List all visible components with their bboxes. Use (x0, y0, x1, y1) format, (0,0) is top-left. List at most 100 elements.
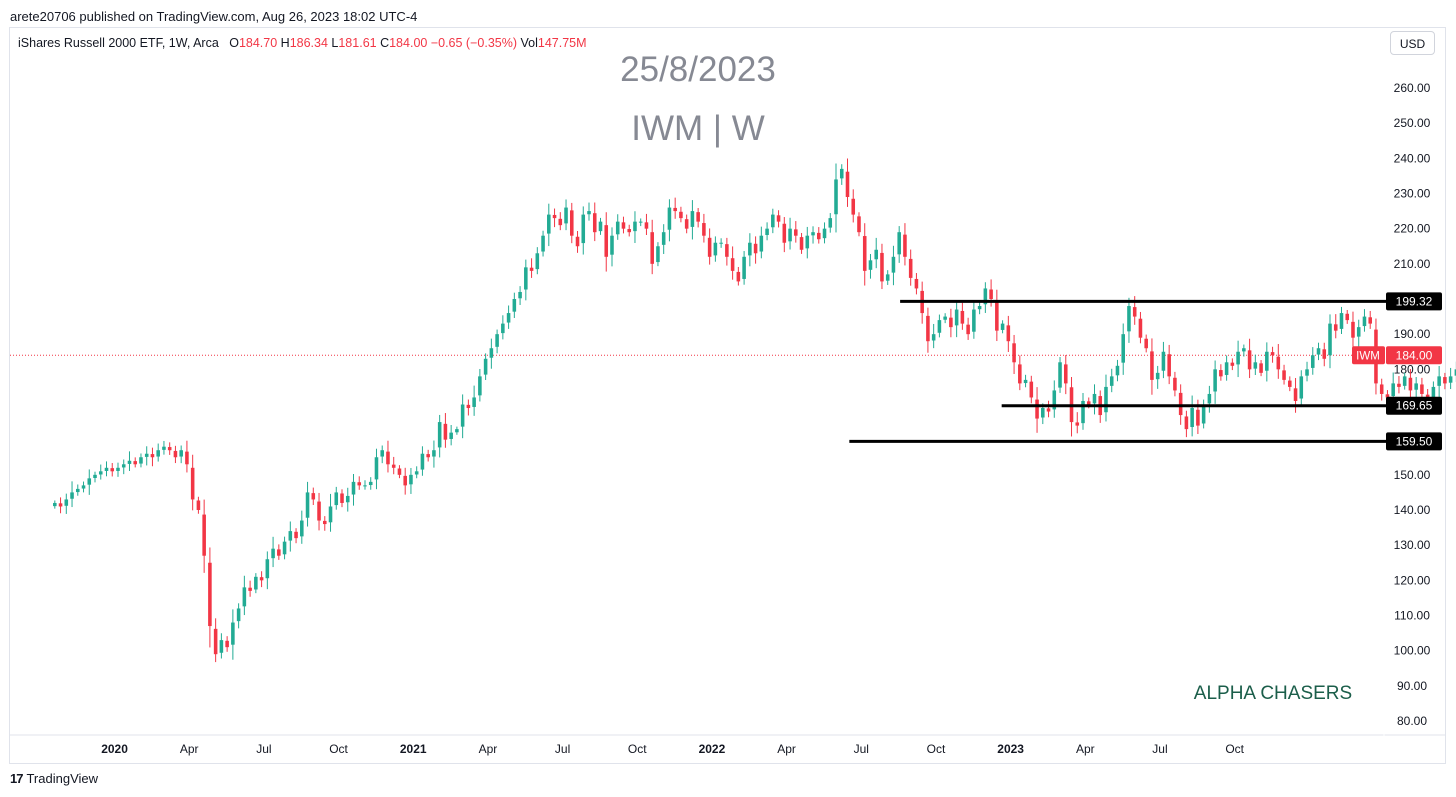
candle (644, 213, 649, 235)
tradingview-logo[interactable]: 17 TradingView (10, 771, 98, 786)
candle-body (116, 467, 120, 471)
candle-body (575, 236, 580, 247)
candle-body (707, 237, 712, 257)
candle (679, 206, 683, 223)
candle-body (638, 221, 643, 223)
candle (1322, 342, 1327, 367)
candle-body (736, 271, 741, 282)
candle (1023, 374, 1028, 388)
candle (277, 544, 281, 560)
candle (254, 573, 258, 594)
horizontal-lines-layer[interactable]: 199.32 169.65 159.50 (849, 292, 1442, 451)
candle-body (1391, 383, 1395, 397)
price-label-value: 184.00 (1396, 348, 1433, 362)
candle-body (615, 221, 620, 235)
candle (558, 212, 563, 231)
chart-title-annotation: 25/8/2023 (620, 50, 776, 89)
candle-body (236, 608, 241, 622)
candle-body (305, 492, 310, 518)
candle (1288, 376, 1292, 392)
candle (409, 467, 413, 494)
time-tick-label: Jul (854, 742, 869, 756)
time-tick-label: Oct (1225, 742, 1244, 756)
candle-body (64, 499, 69, 506)
currency-button[interactable]: USD (1390, 31, 1435, 55)
time-tick-label: 2022 (699, 742, 726, 756)
legend-symbol[interactable]: iShares Russell 2000 ETF, 1W, Arca (18, 36, 219, 50)
candle (70, 481, 74, 508)
candle-body (478, 376, 482, 396)
candle (1012, 334, 1016, 374)
candle (282, 536, 287, 560)
candle-body (98, 471, 103, 475)
candle (903, 223, 907, 266)
candle (397, 465, 402, 479)
candle-body (954, 309, 959, 326)
candle-body (357, 482, 362, 486)
candle-body (799, 237, 804, 250)
candle (334, 486, 339, 510)
candle-body (322, 520, 327, 525)
candle-body (696, 212, 700, 222)
candle-body (1104, 386, 1108, 413)
candle (1224, 355, 1229, 381)
candle-body (1161, 351, 1166, 371)
candle-body (1144, 338, 1148, 349)
candle (1276, 344, 1281, 379)
candle-body (719, 242, 723, 244)
candle (167, 442, 172, 455)
candle-body (845, 171, 850, 198)
candle-body (1368, 317, 1372, 324)
candle-body (529, 267, 534, 271)
candle-body (1092, 393, 1097, 404)
candle (1420, 377, 1424, 399)
time-tick-label: Jul (256, 742, 271, 756)
candle-body (805, 235, 810, 249)
candle-body (185, 451, 189, 465)
candle-body (426, 454, 430, 458)
candle (1115, 359, 1120, 382)
candle (460, 394, 465, 439)
candle (1081, 393, 1085, 430)
candle (58, 497, 63, 514)
candle (822, 222, 827, 244)
candle (1293, 378, 1298, 413)
candle (690, 200, 695, 240)
candle-body (351, 481, 356, 495)
candle-body (569, 210, 574, 236)
candle-body (437, 422, 442, 448)
candle (1247, 338, 1252, 379)
candle (1161, 341, 1166, 379)
candle-body (1448, 376, 1453, 383)
candle-body (368, 481, 373, 486)
candle-body (748, 242, 752, 256)
candle (1213, 360, 1217, 404)
candle-body (380, 450, 385, 457)
candle (547, 203, 551, 247)
candle-body (679, 211, 683, 219)
time-axis[interactable]: 2020 Apr Jul Oct 2021 Apr Jul Oct 2022 Apr Jul Oct 2… (10, 28, 1445, 763)
candle-body (667, 207, 672, 230)
candle (707, 228, 712, 265)
candle-body (386, 451, 390, 465)
candle (518, 286, 522, 305)
candle (794, 221, 798, 243)
candles-layer (53, 158, 1456, 663)
time-tick-label: Oct (329, 742, 348, 756)
price-tick-label: 260.00 (1394, 81, 1431, 95)
candle-body (891, 256, 896, 273)
candle (1368, 310, 1372, 329)
candle-body (1362, 316, 1367, 327)
candle (196, 496, 201, 514)
candle (104, 461, 109, 477)
candle (357, 476, 362, 490)
candle (610, 227, 614, 267)
candle (363, 480, 367, 490)
candle (1408, 369, 1413, 401)
candle-body (483, 358, 488, 375)
candle-body (1012, 343, 1016, 363)
candle (271, 536, 275, 568)
candle (317, 492, 321, 531)
candle-body (673, 207, 677, 212)
